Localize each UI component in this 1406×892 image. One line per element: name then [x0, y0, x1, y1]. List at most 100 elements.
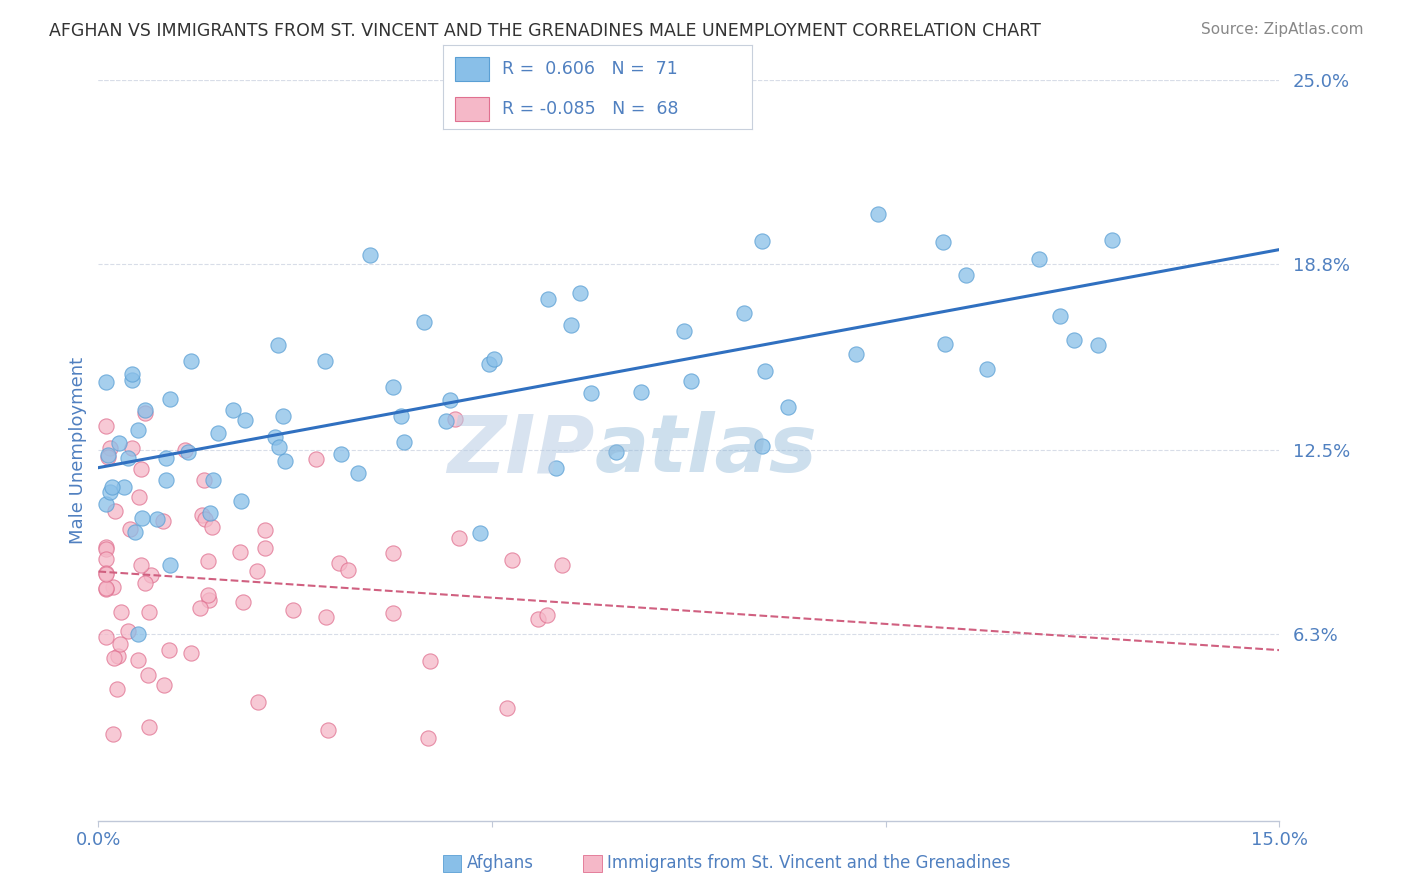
Point	[305, 452, 328, 467]
Point	[394, 435, 416, 450]
Point	[751, 234, 773, 248]
Point	[159, 392, 181, 406]
Point	[434, 414, 457, 428]
Point	[733, 306, 755, 320]
Point	[98, 484, 121, 499]
Point	[544, 460, 567, 475]
Point	[110, 605, 132, 619]
Point	[138, 720, 160, 734]
Point	[439, 392, 461, 407]
Text: ZIP: ZIP	[447, 411, 595, 490]
FancyBboxPatch shape	[456, 97, 489, 120]
Point	[194, 512, 217, 526]
Point	[157, 642, 180, 657]
Point	[267, 338, 290, 352]
Point	[536, 607, 558, 622]
Point	[155, 450, 177, 465]
Point	[934, 336, 956, 351]
Point	[976, 361, 998, 376]
Point	[174, 443, 197, 458]
Point	[107, 435, 129, 450]
Text: Immigrants from St. Vincent and the Grenadines: Immigrants from St. Vincent and the Gren…	[607, 855, 1011, 872]
Point	[381, 606, 404, 620]
Point	[198, 507, 221, 521]
Point	[127, 627, 149, 641]
Point	[96, 418, 118, 433]
Point	[96, 376, 118, 390]
Point	[382, 380, 405, 394]
Point	[1101, 233, 1123, 247]
Point	[96, 581, 118, 595]
Point	[416, 731, 439, 746]
Point	[121, 442, 143, 456]
Point	[197, 588, 219, 602]
Point	[233, 413, 256, 427]
Point	[229, 494, 252, 508]
Point	[131, 558, 153, 573]
Point	[96, 582, 118, 597]
Point	[134, 402, 156, 417]
Point	[754, 364, 776, 378]
Point	[443, 412, 465, 426]
Point	[138, 605, 160, 619]
Point	[98, 441, 121, 455]
Point	[232, 594, 254, 608]
Y-axis label: Male Unemployment: Male Unemployment	[69, 357, 87, 544]
Point	[537, 292, 560, 306]
Point	[776, 400, 799, 414]
Point	[1087, 338, 1109, 352]
Point	[159, 558, 181, 572]
Point	[139, 567, 162, 582]
Point	[97, 448, 120, 462]
Point	[449, 531, 471, 545]
Point	[124, 524, 146, 539]
Point	[100, 480, 122, 494]
Point	[346, 467, 368, 481]
Point	[128, 490, 150, 504]
Point	[96, 630, 118, 644]
Point	[180, 646, 202, 660]
Point	[96, 551, 118, 566]
Point	[569, 286, 592, 301]
Point	[155, 473, 177, 487]
Point	[97, 450, 120, 464]
Text: R = -0.085   N =  68: R = -0.085 N = 68	[502, 100, 678, 118]
Point	[550, 558, 572, 572]
Point	[315, 610, 337, 624]
Point	[630, 385, 652, 400]
Point	[108, 637, 131, 651]
Point	[129, 462, 152, 476]
Text: atlas: atlas	[595, 411, 817, 490]
Point	[127, 653, 149, 667]
Point	[866, 206, 889, 220]
Point	[103, 650, 125, 665]
Text: R =  0.606   N =  71: R = 0.606 N = 71	[502, 60, 678, 78]
Point	[127, 423, 149, 437]
Point	[679, 374, 702, 388]
Point	[134, 406, 156, 420]
Point	[253, 523, 276, 537]
Point	[271, 409, 294, 423]
Point	[1028, 252, 1050, 267]
Point	[222, 403, 245, 417]
Point	[201, 520, 224, 534]
Point	[121, 372, 143, 386]
Point	[336, 563, 359, 577]
Point	[470, 526, 492, 541]
Point	[314, 353, 336, 368]
Point	[605, 445, 627, 459]
Point	[136, 668, 159, 682]
Point	[96, 542, 118, 557]
Text: AFGHAN VS IMMIGRANTS FROM ST. VINCENT AND THE GRENADINES MALE UNEMPLOYMENT CORRE: AFGHAN VS IMMIGRANTS FROM ST. VINCENT AN…	[49, 22, 1040, 40]
Point	[103, 580, 125, 594]
Point	[382, 546, 405, 560]
Point	[389, 409, 412, 423]
Point	[191, 508, 214, 523]
Point	[180, 353, 202, 368]
Point	[103, 727, 125, 741]
Text: Source: ZipAtlas.com: Source: ZipAtlas.com	[1201, 22, 1364, 37]
Point	[316, 723, 339, 738]
Point	[264, 430, 287, 444]
Point	[120, 523, 142, 537]
Point	[329, 447, 352, 461]
